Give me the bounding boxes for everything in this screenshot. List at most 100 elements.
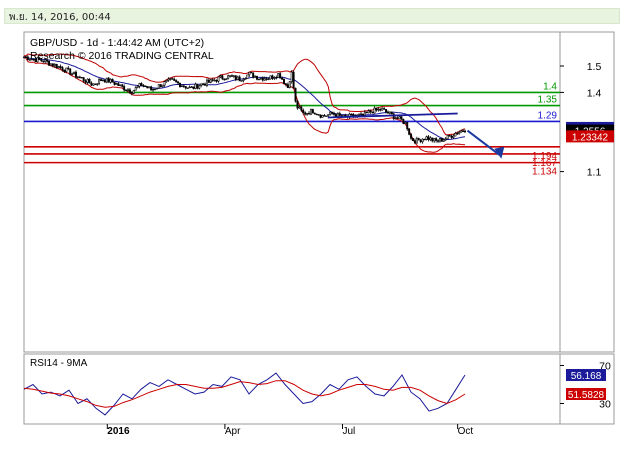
candle-body bbox=[127, 89, 129, 91]
candle-body bbox=[250, 71, 253, 74]
x-tick-label: Apr bbox=[225, 426, 241, 437]
candle-body bbox=[232, 75, 235, 77]
price-axis bbox=[559, 31, 615, 353]
candle-body bbox=[458, 131, 461, 135]
candle-body bbox=[294, 87, 297, 102]
candle-body bbox=[132, 89, 135, 94]
candle-body bbox=[155, 87, 158, 90]
candle-body bbox=[269, 75, 272, 80]
candle-body bbox=[180, 85, 183, 87]
candle-body bbox=[34, 59, 37, 63]
candle-body bbox=[406, 122, 409, 130]
candle-body bbox=[55, 64, 58, 69]
candle-body bbox=[350, 113, 353, 116]
candle-body bbox=[358, 114, 361, 116]
trend-line bbox=[327, 112, 458, 119]
candle-body bbox=[146, 86, 149, 89]
candle-body bbox=[177, 81, 180, 84]
candle-body bbox=[40, 59, 43, 62]
candle-body bbox=[59, 66, 62, 68]
candle-body bbox=[76, 76, 79, 79]
candle-body bbox=[452, 135, 455, 138]
candle-body bbox=[215, 79, 218, 82]
candle-body bbox=[144, 85, 147, 87]
candle-body bbox=[229, 75, 232, 77]
candle-body bbox=[440, 138, 443, 142]
lower-band bbox=[23, 57, 466, 153]
candle-body bbox=[167, 78, 170, 81]
candle-body bbox=[379, 108, 382, 111]
bollinger-bands bbox=[23, 53, 466, 153]
candle-body bbox=[182, 85, 185, 87]
candle-body bbox=[175, 80, 178, 83]
candle-body bbox=[117, 83, 120, 86]
rsi-ma-line bbox=[23, 380, 466, 408]
candle-body bbox=[386, 111, 389, 114]
candle-body bbox=[179, 82, 181, 87]
candle-body bbox=[377, 108, 380, 111]
candle-body bbox=[161, 84, 164, 87]
candle-body bbox=[427, 136, 430, 141]
candle-body bbox=[284, 83, 287, 85]
candle-body bbox=[75, 71, 77, 78]
candle-body bbox=[86, 78, 89, 83]
candle-body bbox=[437, 140, 440, 142]
candle-body bbox=[275, 77, 278, 79]
candle-body bbox=[169, 78, 172, 80]
candle-body bbox=[159, 84, 162, 87]
main-plot-area bbox=[23, 31, 561, 353]
candle-body bbox=[207, 79, 210, 83]
candle-body bbox=[288, 81, 291, 89]
candle-body bbox=[94, 83, 97, 85]
candle-body bbox=[298, 106, 301, 109]
candle-body bbox=[444, 138, 447, 141]
candle-body bbox=[152, 88, 155, 91]
candle-body bbox=[186, 87, 189, 89]
candle-body bbox=[171, 78, 174, 80]
candle-body bbox=[367, 110, 370, 114]
candle-body bbox=[265, 78, 268, 80]
candle-body bbox=[309, 109, 312, 115]
candle-body bbox=[360, 113, 362, 116]
candle-body bbox=[46, 59, 49, 62]
candle-body bbox=[78, 76, 81, 79]
candle-body bbox=[460, 130, 463, 133]
candle-body bbox=[42, 60, 45, 63]
candle-body bbox=[417, 138, 420, 141]
level-label: 1.29 bbox=[538, 110, 558, 121]
candle-body bbox=[256, 75, 258, 80]
candle-body bbox=[438, 138, 441, 142]
candle-body bbox=[88, 78, 91, 84]
candle-body bbox=[157, 84, 160, 89]
candle-body bbox=[404, 122, 407, 124]
candle-body bbox=[296, 100, 299, 109]
x-tick-label: Oct bbox=[458, 426, 474, 437]
candle-body bbox=[279, 73, 282, 79]
rsi-tag-label: 56.168 bbox=[571, 371, 602, 382]
candle-body bbox=[267, 78, 270, 81]
candle-body bbox=[329, 111, 332, 115]
candle-body bbox=[240, 80, 243, 82]
candle-body bbox=[446, 134, 449, 140]
candle-body bbox=[319, 114, 322, 118]
date-text: พ.ย. 14, 2016, 00:44 bbox=[9, 12, 111, 23]
candle-body bbox=[448, 134, 451, 137]
candle-body bbox=[365, 111, 368, 114]
candle-body bbox=[373, 107, 376, 114]
candle-body bbox=[238, 76, 241, 82]
price-tag-label: 1.23342 bbox=[572, 132, 609, 143]
candle-body bbox=[338, 113, 341, 116]
candle-body bbox=[63, 69, 66, 72]
candle-body bbox=[209, 79, 212, 83]
candle-body bbox=[236, 76, 239, 80]
candle-body bbox=[263, 78, 266, 81]
candle-body bbox=[111, 79, 114, 83]
candle-body bbox=[165, 80, 168, 83]
candle-body bbox=[283, 78, 285, 84]
candle-body bbox=[184, 86, 187, 89]
candle-body bbox=[200, 83, 203, 86]
candle-body bbox=[261, 77, 264, 81]
candle-body bbox=[311, 109, 314, 114]
